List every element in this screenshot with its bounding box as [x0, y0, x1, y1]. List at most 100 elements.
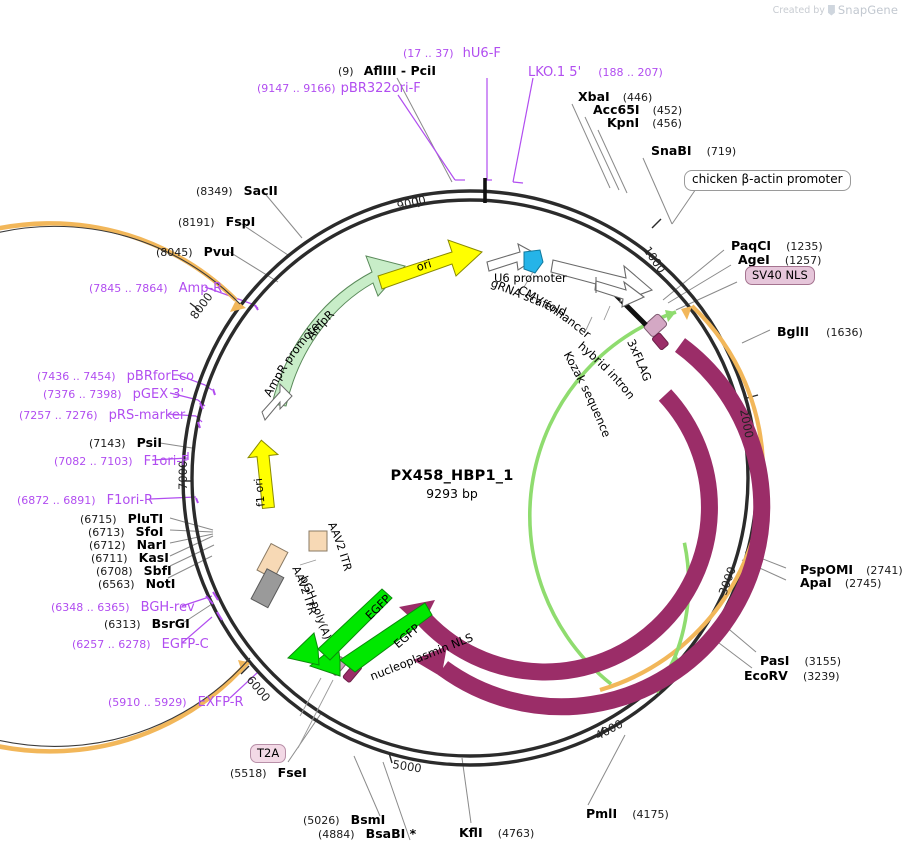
label-chicken-beta-actin-promoter[interactable]: chicken β-actin promoter [684, 170, 851, 191]
label-agei[interactable]: AgeI (1257) [738, 251, 821, 267]
label-acc65i[interactable]: Acc65I (452) [593, 101, 682, 117]
enzyme-text: SfoI [135, 524, 164, 539]
feature-text: pBRforEco [126, 369, 195, 384]
pos-text: (6713) [88, 526, 125, 539]
label-kpni[interactable]: KpnI (456) [607, 114, 682, 130]
svg-text:6000: 6000 [244, 673, 274, 704]
enzyme-text: BglII [777, 324, 810, 339]
label-pvui[interactable]: (8045) PvuI [156, 243, 235, 259]
pos-text: (8045) [156, 246, 193, 259]
label-bsabi[interactable]: (4884) BsaBI * [318, 825, 416, 841]
orange-track-inner-line [0, 225, 251, 747]
snapgene-flag-icon [827, 4, 835, 16]
label-xbai[interactable]: XbaI (446) [578, 88, 652, 104]
ampr-promoter-label: AmpR promoter [261, 315, 326, 399]
plasmid-title-block: PX458_HBP1_1 9293 bp [302, 468, 602, 501]
label-fspi[interactable]: (8191) FspI [178, 213, 255, 229]
label-bsrgi[interactable]: (6313) BsrGI [104, 615, 190, 631]
enzyme-text: SacII [243, 183, 278, 198]
label-pmli[interactable]: PmlI (4175) [586, 805, 669, 821]
enzyme-text: KflI [459, 825, 483, 840]
label-pbr322ori-f[interactable]: (9147 .. 9166) pBR322ori-F [257, 79, 421, 95]
label-pspomi[interactable]: PspOMI (2741) [800, 561, 903, 577]
label-bglii[interactable]: BglII (1636) [777, 323, 863, 339]
pos-text: (1636) [826, 326, 863, 339]
pos-text: (7376 .. 7398) [43, 388, 122, 401]
u6-promoter-label: U6 promoter [494, 271, 567, 285]
cas9-arc-inner [399, 389, 718, 681]
label-f1ori-r[interactable]: (6872 .. 6891) F1ori-R [17, 491, 153, 507]
label-psii[interactable]: (7143) PsiI [89, 434, 162, 450]
snapgene-watermark: Created by SnapGene [773, 3, 898, 17]
enzyme-text: PsiI [136, 435, 162, 450]
pos-text: (7082 .. 7103) [54, 455, 133, 468]
primer-marks [195, 304, 259, 621]
feature-text: F1ori-F [143, 454, 189, 469]
label-exfp-r[interactable]: (5910 .. 5929) EXFP-R [108, 693, 244, 709]
label-egfp-c[interactable]: (6257 .. 6278) EGFP-C [72, 635, 209, 651]
label-noti[interactable]: (6563) NotI [98, 575, 175, 591]
label-sacii[interactable]: (8349) SacII [196, 182, 278, 198]
label-nari[interactable]: (6712) NarI [89, 536, 166, 552]
feature-text: F1ori-R [106, 493, 154, 508]
aav2-itr-label-right: AAV2 ITR [325, 520, 354, 573]
pos-text: (3155) [804, 655, 842, 668]
label-lko1-5prime[interactable]: LKO.1 5' (188 .. 207) [528, 63, 663, 79]
label-hu6-f[interactable]: (17 .. 37) hU6-F [403, 44, 501, 60]
pos-text: (5026) [303, 814, 340, 827]
label-sv40-nls[interactable]: SV40 NLS [745, 266, 815, 285]
enzyme-text: PaqCI [731, 238, 772, 253]
enzyme-text: PvuI [203, 244, 235, 259]
pos-text: (456) [652, 117, 682, 130]
label-bgh-rev[interactable]: (6348 .. 6365) BGH-rev [51, 598, 195, 614]
feature-text: pGEX 3' [132, 387, 185, 402]
pos-text: (4763) [497, 827, 535, 840]
egfp-arrow-2 [286, 588, 393, 666]
feature-connector-lines [297, 271, 611, 749]
label-pluti[interactable]: (6715) PluTI [80, 510, 163, 526]
label-f1ori-f[interactable]: (7082 .. 7103) F1ori-F [54, 452, 188, 468]
bgh-polya-label: bGH poly(A) signal [0, 0, 334, 641]
enzyme-text: XbaI [578, 89, 610, 104]
pos-text: (6257 .. 6278) [72, 638, 151, 651]
enzyme-text: BsaBI * [365, 826, 417, 841]
ori-arrow [377, 239, 483, 290]
watermark-brand: SnapGene [837, 3, 898, 17]
enzyme-text: Acc65I [593, 102, 640, 117]
label-pasi[interactable]: PasI (3155) [760, 652, 841, 668]
enzyme-text: AflIII - PciI [363, 63, 436, 78]
label-prs-marker[interactable]: (7257 .. 7276) pRS-marker [19, 406, 185, 422]
label-sfoi[interactable]: (6713) SfoI [88, 523, 163, 539]
label-amp-r[interactable]: (7845 .. 7864) Amp-R [89, 279, 222, 295]
feature-text: EGFP-C [161, 637, 209, 652]
label-snabi[interactable]: SnaBI (719) [651, 142, 736, 158]
label-apai[interactable]: ApaI (2745) [800, 574, 881, 590]
label-sbfi[interactable]: (6708) SbfI [96, 562, 172, 578]
label-pbrforeco[interactable]: (7436 .. 7454) pBRforEco [37, 367, 194, 383]
label-fsei[interactable]: (5518) FseI [230, 764, 307, 780]
pos-text: (2745) [844, 577, 882, 590]
pos-text: (6712) [89, 539, 126, 552]
cas9-label-inner: Cas9 [579, 580, 611, 607]
label-kfli[interactable]: KflI (4763) [459, 824, 534, 840]
label-ecorv[interactable]: EcoRV (3239) [744, 667, 840, 683]
enzyme-text: PasI [760, 653, 790, 668]
label-afliii-pcii[interactable]: (9) AflIII - PciI [338, 62, 436, 78]
enzyme-text: FseI [277, 765, 307, 780]
enzyme-text: NarI [136, 537, 167, 552]
enzyme-text: AgeI [738, 252, 770, 267]
svg-text:5000: 5000 [392, 757, 423, 775]
3xflag-feature [643, 313, 668, 337]
pos-text: (6711) [91, 552, 128, 565]
enzyme-text: PluTI [127, 511, 164, 526]
label-paqci[interactable]: PaqCI (1235) [731, 237, 823, 253]
svg-text:9000: 9000 [396, 193, 428, 213]
label-pgex-3prime[interactable]: (7376 .. 7398) pGEX 3' [43, 385, 184, 401]
label-bsmi[interactable]: (5026) BsmI [303, 811, 385, 827]
enzyme-text: BsrGI [151, 616, 190, 631]
label-kasi[interactable]: (6711) KasI [91, 549, 169, 565]
enzyme-text: BsmI [350, 812, 386, 827]
enzyme-text: ApaI [800, 575, 832, 590]
label-t2a[interactable]: T2A [250, 744, 287, 763]
